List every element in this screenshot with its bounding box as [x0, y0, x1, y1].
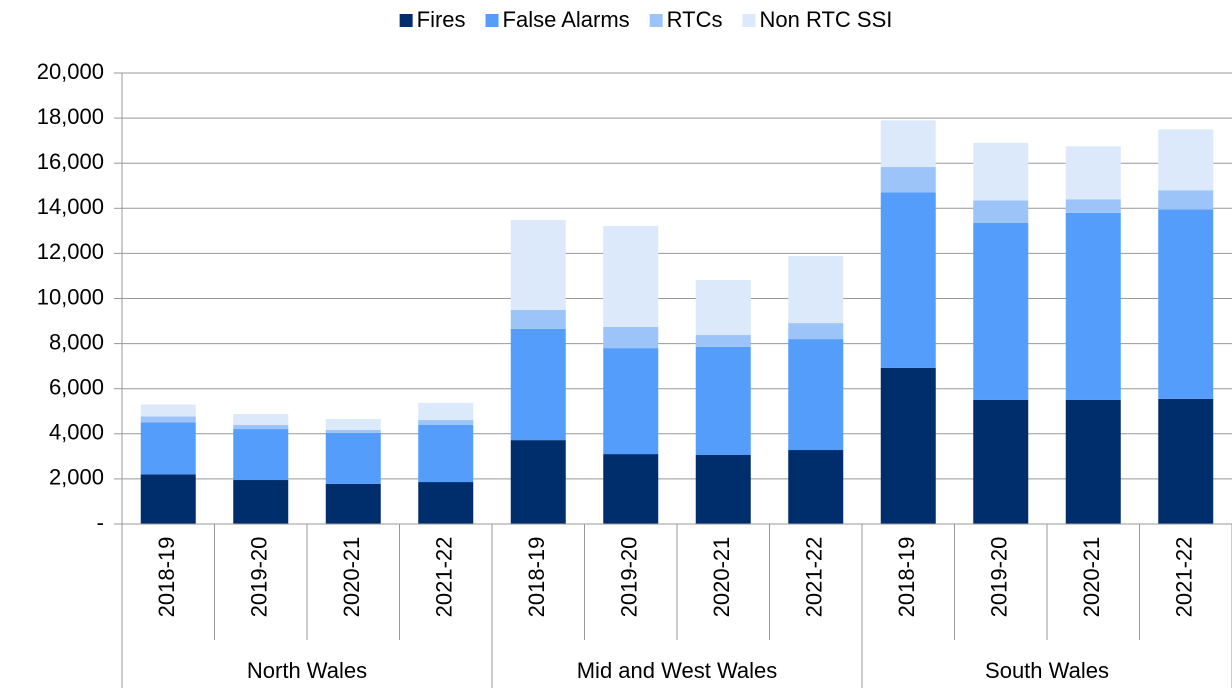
x-tick-label: 2021-22	[802, 537, 827, 618]
legend-swatch	[485, 14, 499, 27]
bar-segment	[973, 222, 1029, 400]
bar-segment	[880, 167, 936, 193]
bar-segment	[1158, 129, 1214, 191]
x-tick-label: 2019-20	[617, 537, 642, 618]
bar-segment	[880, 120, 936, 168]
legend-swatch	[399, 14, 413, 27]
bar-segment	[880, 367, 936, 524]
x-tick-label: 2019-20	[247, 537, 272, 618]
bar-segment	[695, 454, 751, 524]
y-tick-label: 18,000	[37, 104, 104, 129]
y-tick-label: 12,000	[37, 239, 104, 264]
x-tick-label: 2021-22	[1172, 537, 1197, 618]
x-tick-label: 2020-21	[1079, 537, 1104, 618]
legend-swatch	[649, 14, 663, 27]
bar-segment	[140, 422, 196, 475]
bar-segment	[695, 280, 751, 336]
bar-segment	[1158, 398, 1214, 524]
bar-segment	[788, 450, 844, 524]
bar-segment	[1158, 190, 1214, 210]
bar-segment	[973, 142, 1029, 201]
bar-segment	[788, 323, 844, 340]
y-tick-label: 16,000	[37, 149, 104, 174]
bar-segment	[140, 404, 196, 417]
bar-segment	[1158, 209, 1214, 399]
bar-segment	[1065, 146, 1121, 200]
group-label: North Wales	[247, 658, 367, 683]
y-tick-label: 2,000	[49, 465, 104, 490]
bar-segment	[233, 429, 289, 481]
legend-swatch	[742, 14, 756, 27]
y-tick-label: 8,000	[49, 329, 104, 354]
x-tick-label: 2019-20	[987, 537, 1012, 618]
bar-segment	[973, 399, 1029, 524]
bar-segment	[325, 432, 381, 484]
bar-segment	[418, 425, 474, 483]
bar-segment	[233, 413, 289, 426]
legend-label: RTCs	[667, 7, 723, 32]
bar-segment	[140, 474, 196, 524]
x-tick-label: 2018-19	[524, 537, 549, 618]
group-label: Mid and West Wales	[577, 658, 778, 683]
bar-segment	[695, 335, 751, 347]
bar-segment	[325, 418, 381, 430]
bar-segment	[510, 310, 566, 329]
bar-segment	[788, 339, 844, 451]
x-tick-label: 2020-21	[709, 537, 734, 618]
bar-segment	[1065, 199, 1121, 213]
bar-segment	[880, 192, 936, 368]
group-label: South Wales	[985, 658, 1109, 683]
bar-segment	[418, 482, 474, 524]
y-tick-label: 6,000	[49, 375, 104, 400]
bar-segment	[695, 346, 751, 455]
x-tick-label: 2021-22	[432, 537, 457, 618]
bar-segment	[1065, 212, 1121, 400]
bar-segment	[510, 328, 566, 441]
y-tick-label: 20,000	[37, 59, 104, 84]
bar-segment	[603, 225, 659, 327]
bar-segment	[140, 416, 196, 423]
y-tick-label: -	[97, 510, 104, 535]
bar-segment	[603, 326, 659, 349]
bar-segment	[510, 440, 566, 524]
bar-segment	[325, 429, 381, 433]
bar-segment	[233, 425, 289, 430]
bar-segment	[973, 200, 1029, 223]
bar-segment	[1065, 399, 1121, 524]
legend-label: False Alarms	[503, 7, 630, 32]
bar-segment	[325, 483, 381, 524]
legend-label: Fires	[417, 7, 466, 32]
bar-segment	[418, 420, 474, 426]
x-tick-label: 2018-19	[154, 537, 179, 618]
bar-segment	[603, 348, 659, 455]
y-tick-label: 14,000	[37, 194, 104, 219]
bar-segment	[418, 402, 474, 421]
x-tick-label: 2020-21	[339, 537, 364, 618]
y-tick-label: 10,000	[37, 284, 104, 309]
bar-segment	[233, 480, 289, 524]
bar-segment	[603, 454, 659, 524]
x-tick-label: 2018-19	[894, 537, 919, 618]
legend-label: Non RTC SSI	[760, 7, 893, 32]
bar-segment	[788, 256, 844, 324]
bar-segment	[510, 220, 566, 311]
y-tick-label: 4,000	[49, 420, 104, 445]
